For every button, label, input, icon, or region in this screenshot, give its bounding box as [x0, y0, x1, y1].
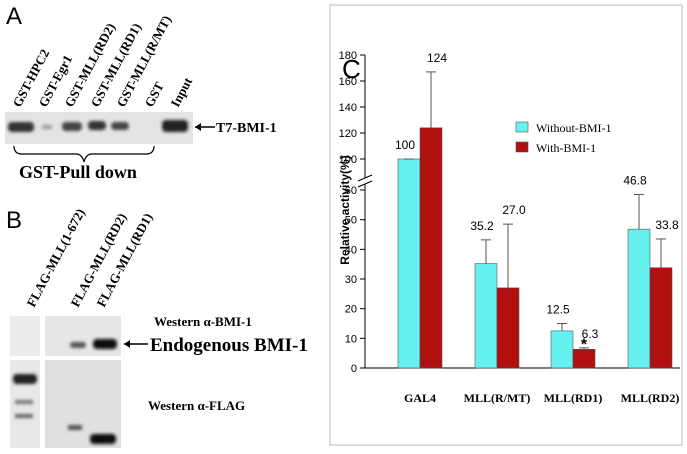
bands	[13, 339, 117, 444]
lane-labels: GST-HPC2GST-Egr1GST-MLL(RD2)GST-MLL(RD1)…	[9, 13, 195, 110]
lane-labels: FLAG-MLL(1-672)FLAG-MLL(RD2)FLAG-MLL(RD1…	[23, 206, 155, 309]
panel-label: C	[342, 54, 361, 84]
value-label: 46.8	[623, 173, 647, 187]
error-bar	[481, 239, 491, 264]
western-label: Western α-FLAG	[148, 398, 245, 413]
y-tick-label: 160	[339, 76, 357, 88]
bar	[474, 263, 498, 369]
y-axis-label: Relative activity(%)	[338, 155, 352, 264]
y-tick-label: 10	[345, 333, 357, 345]
bar	[627, 228, 651, 369]
annotation: *	[581, 336, 588, 353]
bar	[496, 287, 520, 369]
value-label: 124	[427, 51, 447, 65]
x-tick-label: GAL4	[404, 391, 436, 405]
y-tick-label: 120	[339, 128, 357, 140]
bar	[419, 127, 443, 369]
x-tick-label: MLL(RD2)	[621, 391, 680, 405]
error-bar	[579, 347, 589, 350]
value-label: 33.8	[655, 218, 679, 232]
y-tick-label: 180	[339, 50, 357, 62]
y-tick-label: 0	[351, 363, 357, 375]
panel-frame	[329, 4, 683, 446]
error-bar	[503, 223, 513, 288]
band-label: T7-BMI-1	[216, 121, 277, 136]
legend-label: Without-BMI-1	[536, 121, 612, 135]
value-label: 6.3	[582, 327, 599, 341]
error-bar	[426, 71, 436, 128]
y-tick-label: 50	[345, 215, 357, 227]
axis-break	[357, 174, 373, 182]
bands	[8, 120, 188, 132]
panel-label: A	[6, 3, 22, 30]
bar	[649, 267, 673, 369]
value-label: 35.2	[470, 219, 494, 233]
lane-label: Input	[167, 74, 195, 109]
band-label: Endogenous BMI-1	[150, 335, 308, 356]
blot	[45, 360, 121, 448]
western-label: Western α-BMI-1	[154, 314, 252, 329]
y-tick-label: 30	[345, 274, 357, 286]
bracket	[13, 145, 155, 163]
blot	[10, 316, 40, 356]
value-label: 100	[395, 138, 415, 152]
x-tick-label: MLL(RD1)	[544, 391, 603, 405]
legend-label: With-BMI-1	[536, 141, 596, 155]
y-tick-label: 40	[345, 244, 357, 256]
y-tick-label: 140	[339, 102, 357, 114]
panel-label: B	[6, 207, 22, 234]
y-tick-label: 20	[345, 304, 357, 316]
bar	[397, 158, 421, 369]
legend-swatch	[515, 141, 529, 153]
x-tick-label: MLL(R/MT)	[464, 391, 531, 405]
bracket-label: GST-Pull down	[19, 162, 137, 182]
blot	[45, 316, 121, 356]
value-label: 27.0	[502, 203, 526, 217]
y-tick-label: 60	[345, 185, 357, 197]
error-bar	[557, 323, 567, 331]
arrow-head	[124, 340, 130, 348]
value-label: 12.5	[546, 303, 570, 317]
arrow-head	[195, 123, 201, 131]
legend-swatch	[515, 121, 529, 133]
y-tick-label: 100	[339, 154, 357, 166]
lane-label: GST	[141, 79, 167, 109]
axis-break	[357, 180, 373, 188]
error-bar	[656, 238, 666, 268]
bar	[550, 330, 574, 369]
error-bar	[634, 193, 644, 230]
